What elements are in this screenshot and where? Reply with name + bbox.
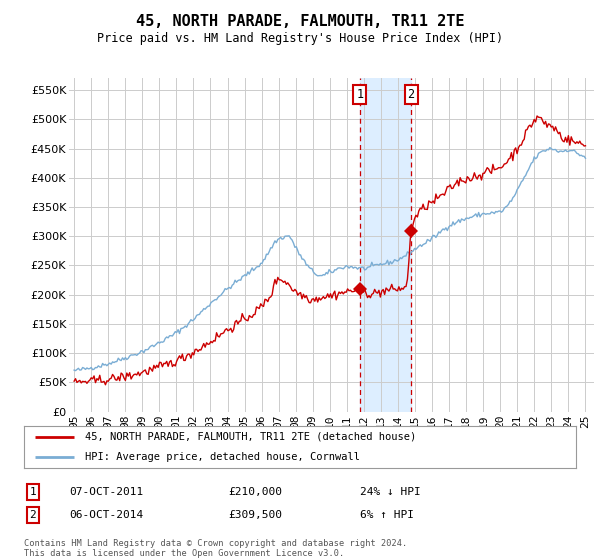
Text: 24% ↓ HPI: 24% ↓ HPI bbox=[360, 487, 421, 497]
Text: 07-OCT-2011: 07-OCT-2011 bbox=[69, 487, 143, 497]
Text: 1: 1 bbox=[356, 88, 364, 101]
Text: HPI: Average price, detached house, Cornwall: HPI: Average price, detached house, Corn… bbox=[85, 452, 360, 462]
Text: Price paid vs. HM Land Registry's House Price Index (HPI): Price paid vs. HM Land Registry's House … bbox=[97, 32, 503, 45]
Text: 2: 2 bbox=[407, 88, 415, 101]
Text: 2: 2 bbox=[29, 510, 37, 520]
Bar bbox=[360, 78, 411, 412]
Text: 6% ↑ HPI: 6% ↑ HPI bbox=[360, 510, 414, 520]
Text: £309,500: £309,500 bbox=[228, 510, 282, 520]
Text: 45, NORTH PARADE, FALMOUTH, TR11 2TE (detached house): 45, NORTH PARADE, FALMOUTH, TR11 2TE (de… bbox=[85, 432, 416, 442]
Text: 06-OCT-2014: 06-OCT-2014 bbox=[69, 510, 143, 520]
Text: £210,000: £210,000 bbox=[228, 487, 282, 497]
Text: 1: 1 bbox=[29, 487, 37, 497]
Text: Contains HM Land Registry data © Crown copyright and database right 2024.
This d: Contains HM Land Registry data © Crown c… bbox=[24, 539, 407, 558]
Text: 45, NORTH PARADE, FALMOUTH, TR11 2TE: 45, NORTH PARADE, FALMOUTH, TR11 2TE bbox=[136, 14, 464, 29]
